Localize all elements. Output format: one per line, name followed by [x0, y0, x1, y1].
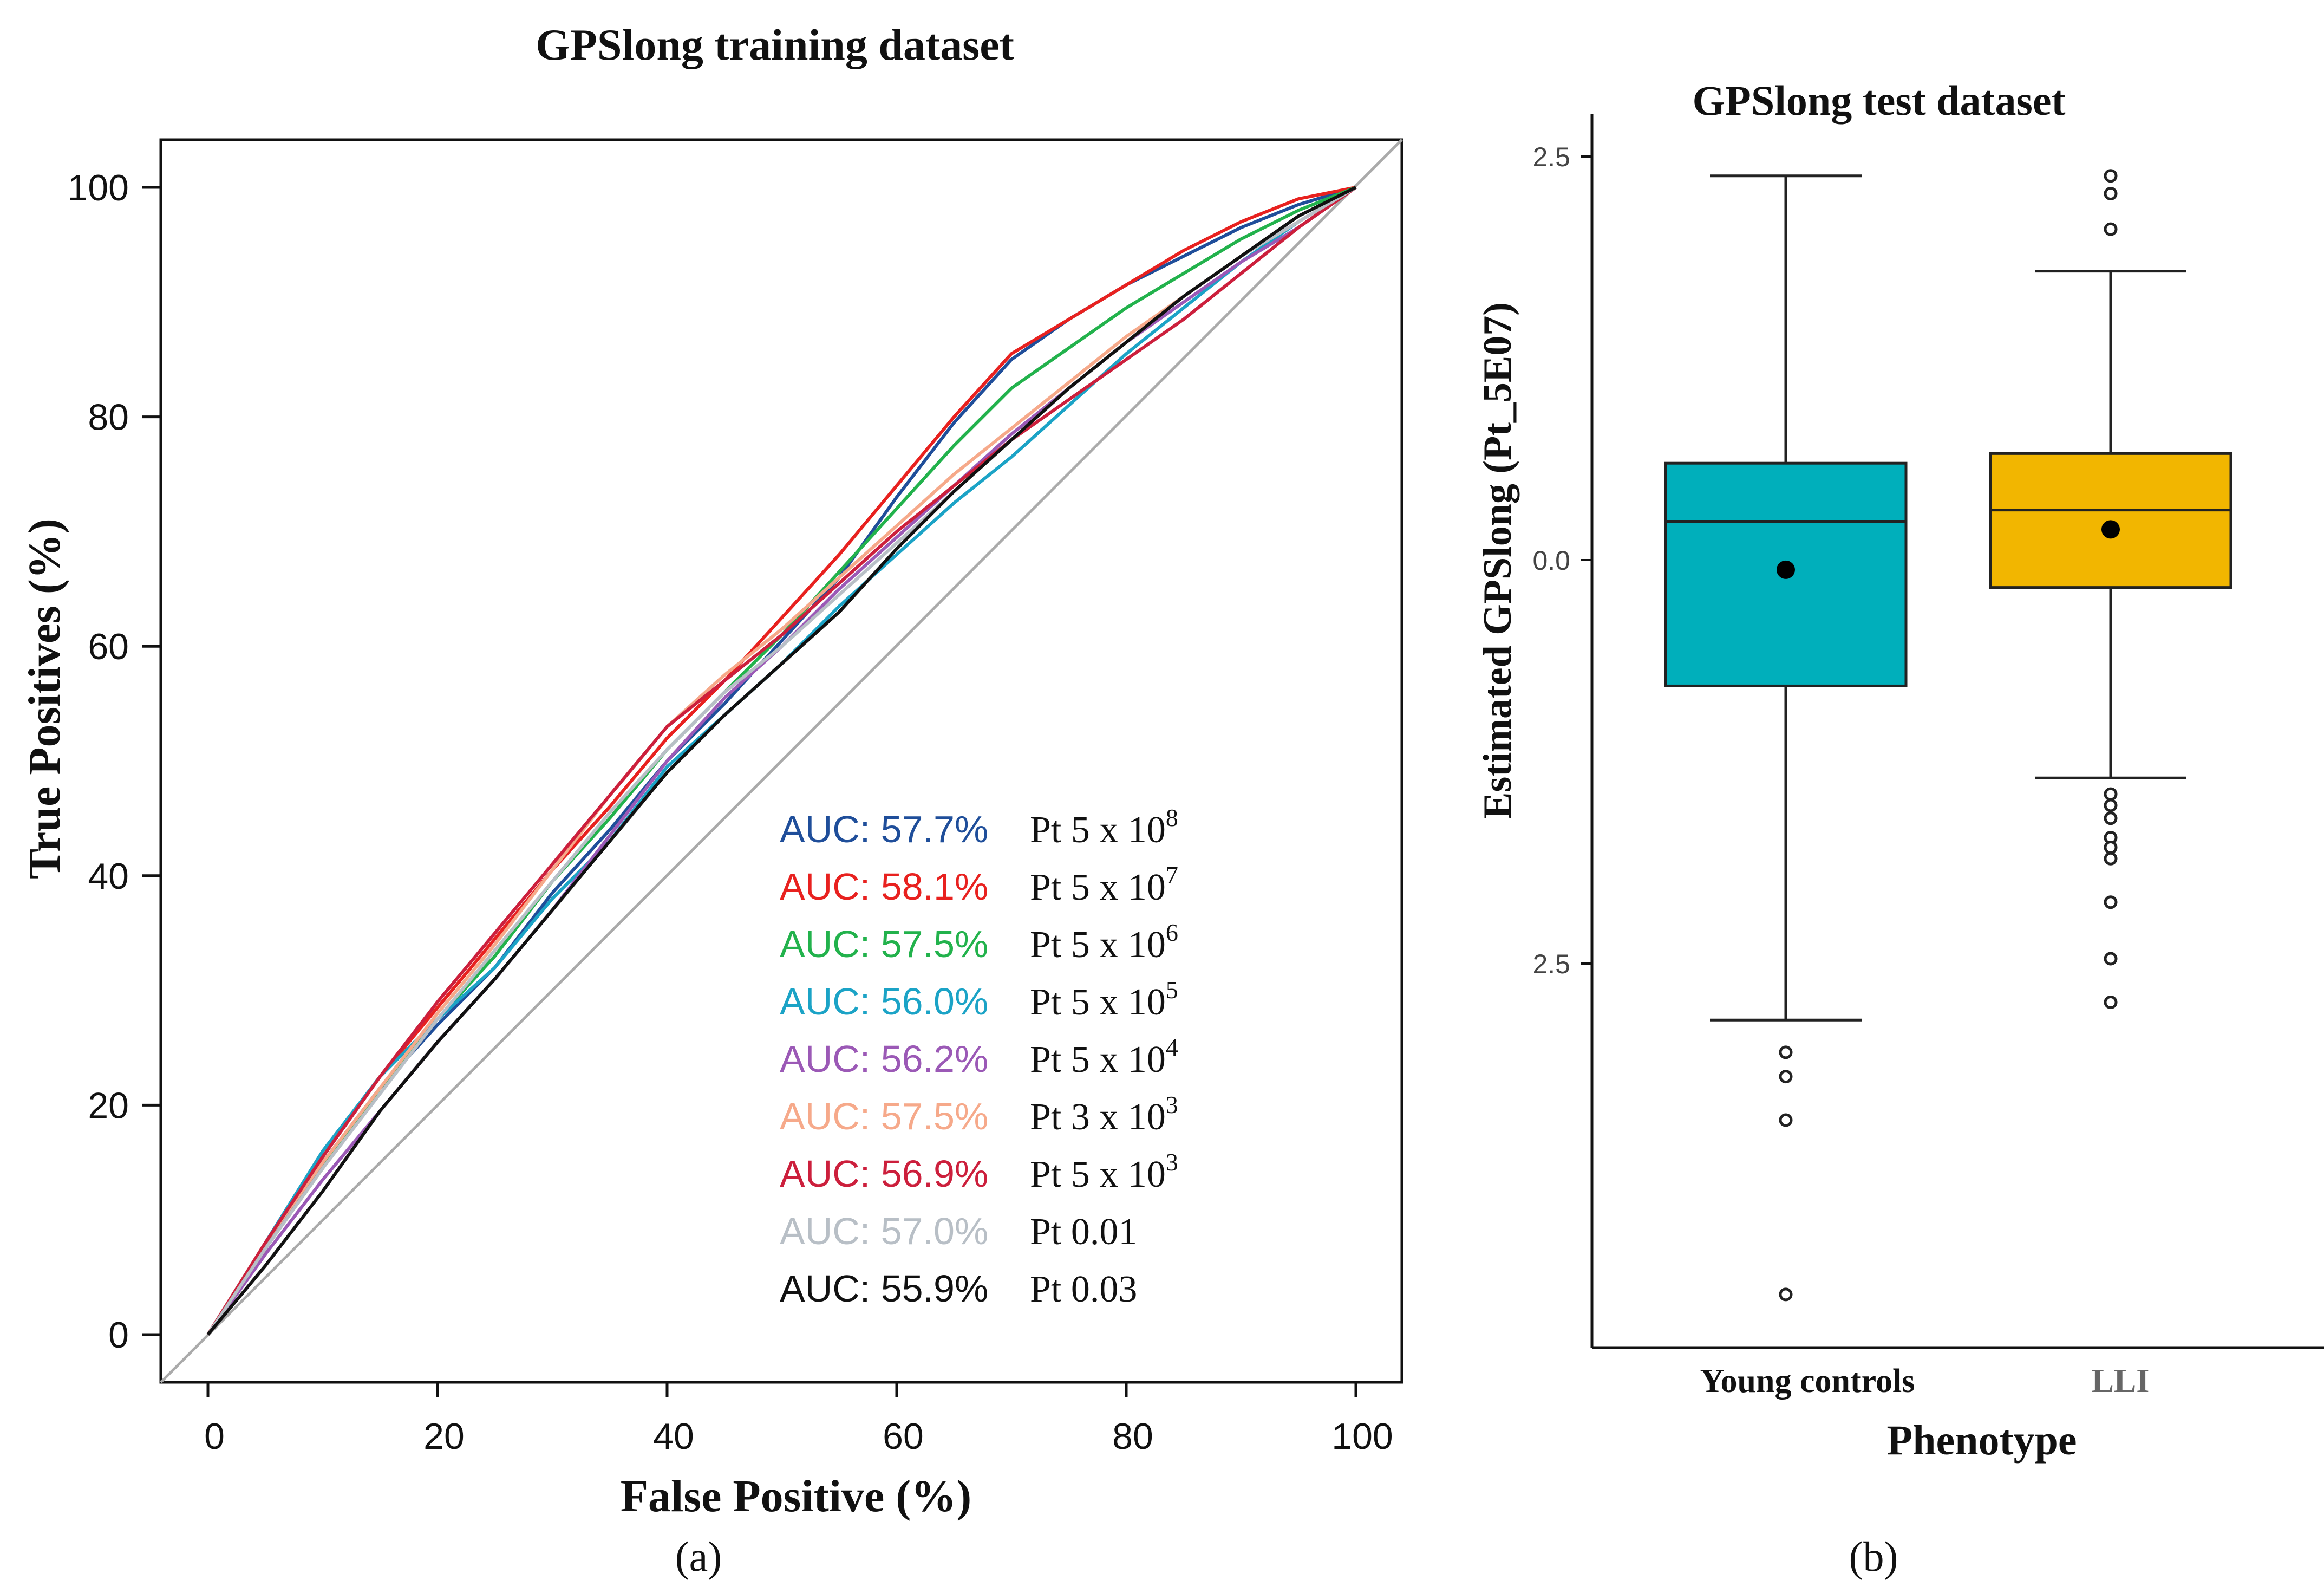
boxplot-panel: GPSlong test dataset 2.5 0.0 2.5 Young con… [1476, 77, 2324, 1580]
roc-y-tick-label: 80 [88, 397, 129, 438]
roc-y-tick-label: 60 [88, 626, 129, 667]
outlier-point [1779, 1113, 1793, 1127]
roc-y-tick-label: 20 [88, 1085, 129, 1126]
legend-auc-label: AUC: 57.7% [780, 808, 988, 850]
legend-threshold-label: Pt 5 x 103 [1030, 1148, 1178, 1195]
panel-b-label: (b) [1849, 1533, 1898, 1580]
roc-curve-9 [206, 186, 1357, 1336]
roc-x-tick-label: 60 [883, 1416, 924, 1457]
mean-point [1777, 560, 1795, 579]
roc-plot-frame [159, 138, 1403, 1384]
legend-threshold-label: Pt 0.01 [1030, 1211, 1137, 1253]
boxplot-x-axis: Young controls LLI [1700, 1363, 2150, 1400]
roc-legend: AUC: 57.7% Pt 5 x 108 AUC: 58.1% Pt 5 x 107… [780, 804, 1178, 1310]
roc-curves [206, 186, 1357, 1336]
outlier-point [2104, 787, 2118, 801]
roc-x-tick-label: 100 [1331, 1416, 1393, 1457]
legend-threshold-label: Pt 5 x 105 [1030, 976, 1178, 1023]
outlier-point [1779, 1045, 1793, 1059]
roc-x-tick-label: 20 [423, 1416, 465, 1457]
boxplot-y-axis: 2.5 0.0 2.5 [1532, 142, 1592, 979]
legend-auc-label: AUC: 57.5% [780, 1095, 988, 1137]
box-group-2 [1989, 169, 2232, 1010]
boxplot-x-tick-label: LLI [2092, 1363, 2150, 1400]
outlier-point [2104, 851, 2118, 866]
roc-x-tick-label: 80 [1112, 1416, 1153, 1457]
roc-x-tick-label: 40 [653, 1416, 694, 1457]
boxplot-y-tick-label: 2.5 [1532, 949, 1570, 979]
roc-y-tick-label: 0 [108, 1315, 129, 1356]
box-group-1 [1664, 174, 1908, 1302]
roc-x-axis: 0 20 40 60 80 100 [204, 1382, 1393, 1457]
legend-threshold-label: Pt 0.03 [1030, 1269, 1137, 1310]
outlier-point [2104, 840, 2118, 854]
outlier-point [2104, 222, 2118, 236]
outlier-point [2104, 798, 2118, 812]
boxplot-x-tick-label: Young controls [1700, 1363, 1915, 1400]
outlier-point [1779, 1287, 1793, 1302]
roc-curve-7 [206, 186, 1357, 1336]
legend-threshold-label: Pt 5 x 104 [1030, 1033, 1178, 1081]
legend-auc-label: AUC: 56.9% [780, 1153, 988, 1195]
roc-y-tick-label: 40 [88, 856, 129, 897]
boxplot-y-tick-label: 0.0 [1532, 545, 1570, 576]
roc-x-tick-label: 0 [204, 1416, 225, 1457]
outlier-point [1779, 1070, 1793, 1084]
legend-threshold-label: Pt 5 x 108 [1030, 804, 1178, 851]
roc-y-axis: 0 20 40 60 80 100 [68, 167, 161, 1356]
legend-auc-label: AUC: 56.2% [780, 1038, 988, 1080]
boxplot-y-tick-label: 2.5 [1532, 142, 1570, 172]
mean-point [2101, 520, 2120, 539]
outlier-point [2104, 169, 2118, 183]
roc-title: GPSlong training dataset [536, 20, 1014, 69]
roc-y-axis-label: True Positives (%) [19, 518, 70, 879]
legend-auc-label: AUC: 56.0% [780, 980, 988, 1023]
boxplot-x-axis-label: Phenotype [1887, 1416, 2077, 1464]
roc-diagonal-reference-line [160, 139, 1403, 1383]
boxplot-boxes [1664, 169, 2232, 1302]
outlier-point [2104, 811, 2118, 825]
outlier-point [2104, 895, 2118, 909]
legend-threshold-label: Pt 5 x 107 [1030, 861, 1178, 908]
boxplot-y-axis-label: Estimated GPSlong (Pt_5E07) [1476, 302, 1520, 819]
outlier-point [2104, 187, 2118, 201]
outlier-point [2104, 996, 2118, 1010]
outlier-point [2104, 952, 2118, 966]
boxplot-title: GPSlong test dataset [1693, 77, 2066, 124]
roc-panel: GPSlong training dataset 0 20 40 60 80 100 0 2… [19, 20, 1403, 1580]
roc-x-axis-label: False Positive (%) [621, 1471, 972, 1521]
panel-a-label: (a) [675, 1533, 722, 1580]
legend-auc-label: AUC: 58.1% [780, 866, 988, 908]
legend-threshold-label: Pt 5 x 106 [1030, 919, 1178, 966]
legend-auc-label: AUC: 57.0% [780, 1210, 988, 1252]
legend-auc-label: AUC: 57.5% [780, 923, 988, 965]
legend-auc-label: AUC: 55.9% [780, 1267, 988, 1310]
roc-y-tick-label: 100 [68, 167, 129, 209]
legend-threshold-label: Pt 3 x 103 [1030, 1091, 1178, 1138]
